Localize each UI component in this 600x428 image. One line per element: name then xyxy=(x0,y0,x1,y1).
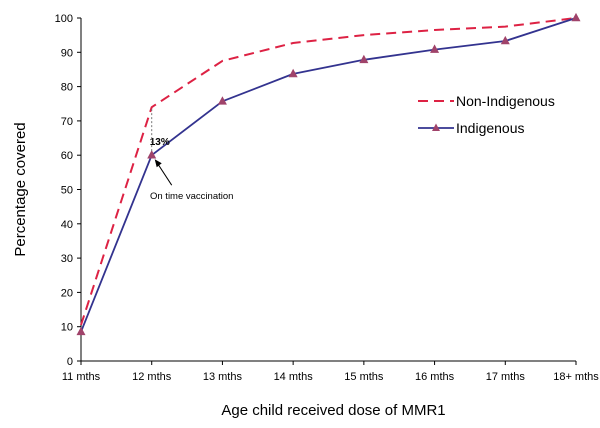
x-tick-label: 14 mths xyxy=(274,371,314,383)
legend-label: Non-Indigenous xyxy=(456,93,555,109)
legend-item-indigenous: Indigenous xyxy=(418,120,525,136)
y-tick-label: 100 xyxy=(55,13,73,25)
data-point-indigenous xyxy=(288,68,298,78)
y-tick-label: 90 xyxy=(61,47,73,59)
y-tick-label: 40 xyxy=(61,219,73,231)
data-point-indigenous xyxy=(217,96,227,105)
on-time-annotation-label: On time vaccination xyxy=(150,191,233,202)
data-point-indigenous xyxy=(430,44,440,53)
series-layer xyxy=(76,12,581,336)
x-tick-label: 11 mths xyxy=(62,371,101,383)
y-tick-label: 0 xyxy=(67,356,73,368)
x-axis-title: Age child received dose of MMR1 xyxy=(221,402,445,419)
legend-item-non-indigenous: Non-Indigenous xyxy=(418,93,555,109)
annotations: 13% On time vaccination xyxy=(150,109,233,202)
x-tick-label: 17 mths xyxy=(486,371,526,383)
annotation-arrow-head xyxy=(154,159,162,168)
y-axis-title: Percentage covered xyxy=(12,122,29,256)
y-tick-label: 20 xyxy=(61,287,73,299)
series-line-indigenous xyxy=(80,17,577,333)
x-tick-label: 16 mths xyxy=(415,371,455,383)
x-tick-label: 13 mths xyxy=(203,371,243,383)
x-tick-label: 15 mths xyxy=(344,371,384,383)
data-point-indigenous xyxy=(571,12,581,22)
legend: Non-Indigenous Indigenous xyxy=(418,93,555,136)
legend-marker xyxy=(432,123,440,131)
data-point-indigenous xyxy=(76,326,86,336)
legend-label: Indigenous xyxy=(456,120,525,136)
gap-label: 13% xyxy=(150,137,170,148)
y-tick-label: 30 xyxy=(61,253,73,265)
y-tick-label: 10 xyxy=(61,322,73,334)
axes: 0 10 20 30 40 50 60 70 80 90 100 11 mths 12 mths 13 m… xyxy=(55,13,600,383)
x-tick-label: 12 mths xyxy=(132,371,172,383)
data-point-indigenous xyxy=(500,35,510,45)
y-tick-label: 60 xyxy=(61,150,73,162)
x-tick-label: 18+ mths xyxy=(553,371,599,383)
y-tick-label: 70 xyxy=(61,116,73,128)
y-tick-label: 80 xyxy=(61,82,73,94)
y-tick-label: 50 xyxy=(61,185,73,197)
annotation-arrow-shaft xyxy=(156,161,173,186)
series-line-non-indigenous xyxy=(80,17,577,326)
data-point-indigenous xyxy=(147,150,157,159)
data-point-indigenous xyxy=(359,54,369,64)
